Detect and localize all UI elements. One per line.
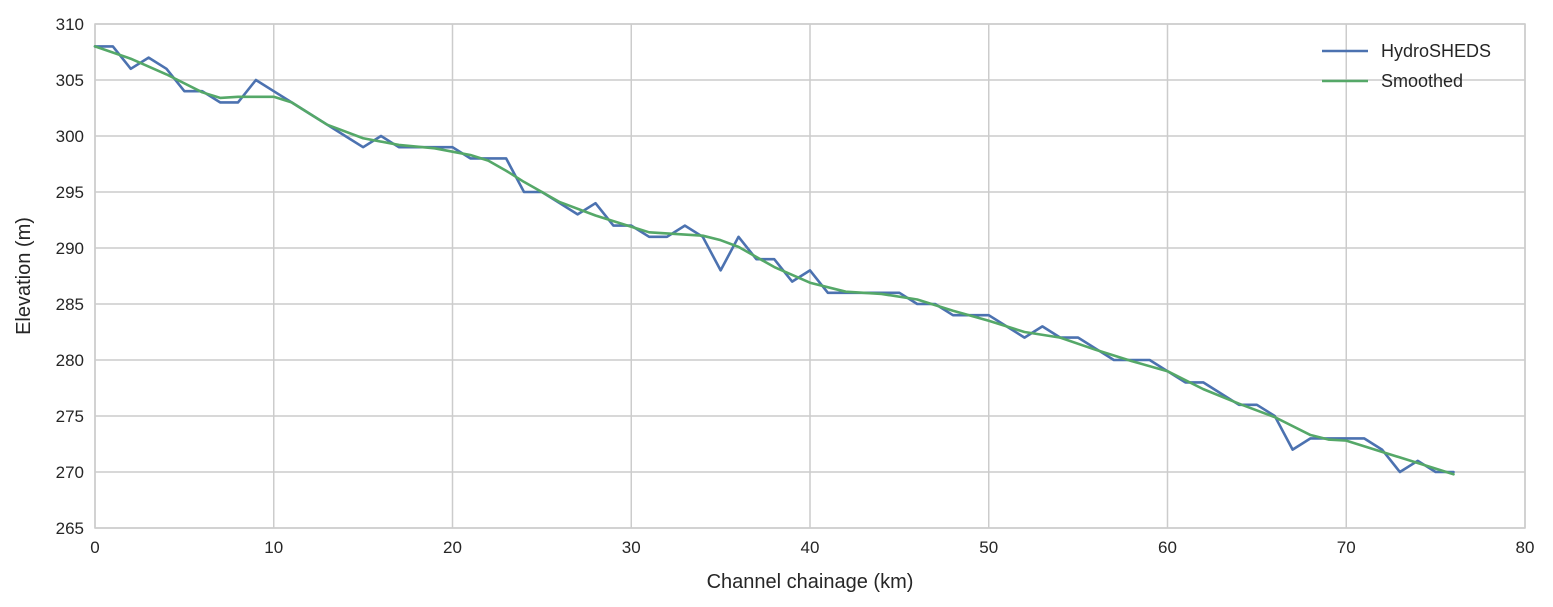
x-tick-label: 80: [1516, 538, 1535, 557]
x-tick-label: 30: [622, 538, 641, 557]
legend: HydroSHEDS Smoothed: [1322, 41, 1491, 91]
tick-labels: 0 10 20 30 40 50 60 70 80 265 270 275 280 285 290 295 30…: [56, 15, 1535, 557]
series-layer: [93, 45, 1455, 476]
legend-label: HydroSHEDS: [1381, 41, 1491, 61]
y-tick-label: 280: [56, 351, 84, 370]
y-tick-label: 295: [56, 183, 84, 202]
y-tick-label: 270: [56, 463, 84, 482]
y-axis-label: Elevation (m): [13, 217, 35, 335]
y-tick-label: 305: [56, 71, 84, 90]
x-axis-label: Channel chainage (km): [707, 571, 914, 593]
x-tick-label: 60: [1158, 538, 1177, 557]
y-tick-label: 285: [56, 295, 84, 314]
y-tick-label: 275: [56, 407, 84, 426]
x-tick-label: 20: [443, 538, 462, 557]
x-tick-label: 40: [801, 538, 820, 557]
y-tick-label: 290: [56, 239, 84, 258]
x-tick-label: 10: [264, 538, 283, 557]
x-tick-label: 50: [979, 538, 998, 557]
plot-frame: [94, 23, 1526, 529]
x-tick-label: 70: [1337, 538, 1356, 557]
legend-label: Smoothed: [1381, 71, 1463, 91]
series-line-smoothed: [93, 45, 1455, 476]
y-tick-label: 310: [56, 15, 84, 34]
y-tick-label: 300: [56, 127, 84, 146]
y-tick-label: 265: [56, 519, 84, 538]
x-tick-label: 0: [90, 538, 99, 557]
